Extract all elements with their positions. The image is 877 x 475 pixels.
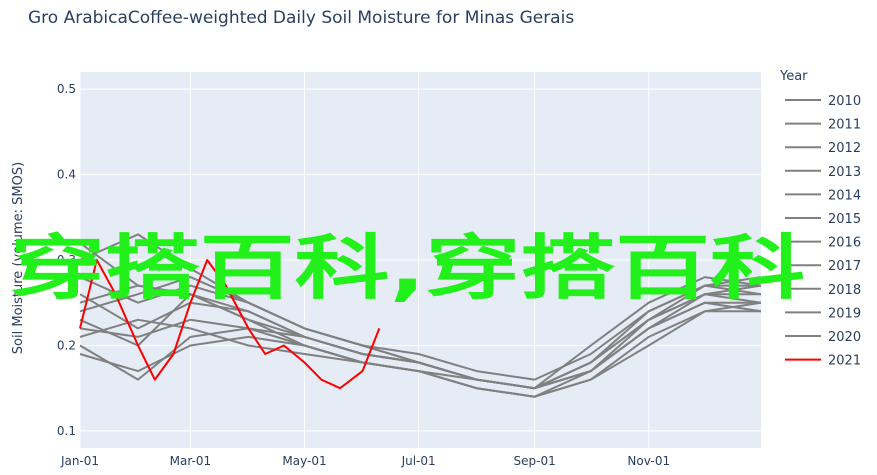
legend-label: 2011 xyxy=(828,118,861,133)
series-line-2021 xyxy=(79,259,381,390)
x-tick-label: May-01 xyxy=(282,454,326,468)
y-axis-ticks: 0.1 0.2 0.3 0.4 0.5 xyxy=(57,82,76,438)
legend-label: 2012 xyxy=(828,141,861,156)
y-tick-label: 0.3 xyxy=(57,253,76,267)
legend-label: 2019 xyxy=(828,306,861,321)
x-tick-label: Mar-01 xyxy=(170,454,211,468)
legend-item-2020[interactable]: 2020 xyxy=(785,330,861,345)
legend-item-2011[interactable]: 2011 xyxy=(785,118,861,133)
x-tick-label: Sep-01 xyxy=(514,454,556,468)
x-tick-label: Jul-01 xyxy=(401,454,436,468)
legend-item-2010[interactable]: 2010 xyxy=(785,94,861,109)
series-line-2020 xyxy=(79,233,761,390)
legend-item-2015[interactable]: 2015 xyxy=(785,212,861,227)
legend-label: 2016 xyxy=(828,236,861,251)
y-tick-label: 0.2 xyxy=(57,338,76,352)
legend-label: 2020 xyxy=(828,330,861,345)
series-lines xyxy=(79,233,762,398)
chart-title: Gro ArabicaCoffee-weighted Daily Soil Mo… xyxy=(28,8,574,28)
legend-label: 2010 xyxy=(828,94,861,109)
watermark-text: 穿搭百科,穿搭百科 xyxy=(10,227,805,309)
x-tick-label: Nov-01 xyxy=(627,454,670,468)
legend-label: 2021 xyxy=(828,354,861,369)
legend-item-2021[interactable]: 2021 xyxy=(785,354,861,369)
legend-label: 2013 xyxy=(828,165,861,180)
y-tick-label: 0.1 xyxy=(57,424,76,438)
legend-item-2016[interactable]: 2016 xyxy=(785,236,861,251)
y-axis-title: Soil Moisture (volume: SMOS) xyxy=(11,162,26,354)
legend-label: 2018 xyxy=(828,283,861,298)
legend-title: Year xyxy=(779,69,808,84)
y-tick-label: 0.5 xyxy=(57,82,76,96)
legend-item-2018[interactable]: 2018 xyxy=(785,283,861,298)
legend[interactable]: 2010 2011 2012 2013 2014 2015 2016 2017 2018 2019… xyxy=(785,94,861,369)
legend-item-2012[interactable]: 2012 xyxy=(785,141,861,156)
legend-item-2017[interactable]: 2017 xyxy=(785,259,861,274)
legend-item-2019[interactable]: 2019 xyxy=(785,306,861,321)
legend-label: 2015 xyxy=(828,212,861,227)
x-tick-label: Jan-01 xyxy=(60,454,99,468)
legend-item-2013[interactable]: 2013 xyxy=(785,165,861,180)
legend-label: 2017 xyxy=(828,259,861,274)
y-tick-label: 0.4 xyxy=(57,168,76,182)
grid-lines xyxy=(79,72,761,448)
x-axis-ticks: Jan-01 Mar-01 May-01 Jul-01 Sep-01 Nov-01 xyxy=(60,454,670,468)
legend-label: 2014 xyxy=(828,188,861,203)
legend-item-2014[interactable]: 2014 xyxy=(785,188,861,203)
